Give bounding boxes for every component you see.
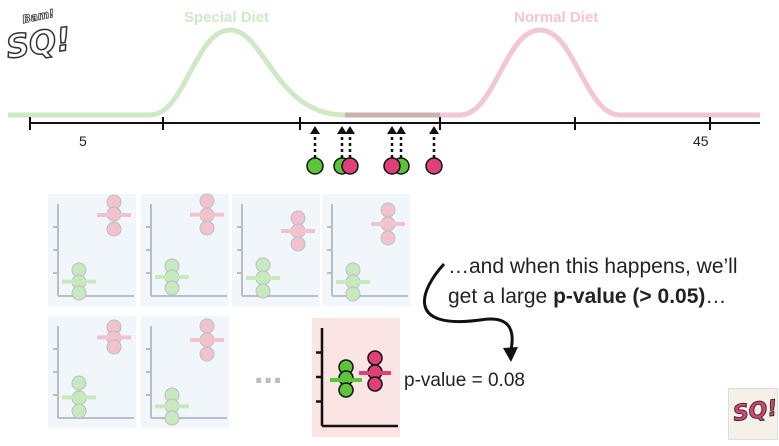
axis-tick-label: 45 [693, 133, 709, 149]
mini-point-pink [199, 193, 215, 209]
mini-plot [141, 316, 229, 428]
highlighted-point-pink [367, 350, 383, 366]
mini-point-pink [380, 202, 396, 218]
mini-point-green [255, 283, 271, 299]
mini-point-green [71, 375, 87, 391]
caption-pointer-arrow [422, 262, 514, 351]
mini-point-pink [290, 236, 306, 252]
ellipsis: ... [254, 353, 282, 391]
mini-point-pink [199, 318, 215, 334]
mini-point-green [164, 410, 180, 426]
special-diet-curve [8, 27, 346, 118]
mini-plot [48, 194, 136, 306]
sample-point-pink [425, 157, 443, 175]
mini-plot-background [141, 194, 229, 306]
mini-point-pink [199, 346, 215, 362]
caption-line-1: …and when this happens, we’ll [448, 255, 738, 278]
mini-point-pink [380, 230, 396, 246]
highlighted-plot [312, 318, 400, 437]
mini-point-pink [106, 221, 122, 237]
caption-emphasis: p-value (> 0.05) [553, 285, 706, 308]
mini-plot-background [48, 194, 136, 306]
sample-point-pink [341, 157, 359, 175]
mini-plot [232, 194, 320, 306]
p-value-label: p-value = 0.08 [404, 370, 525, 391]
sample-arrows [313, 132, 436, 158]
normal-diet-label: Normal Diet [514, 9, 599, 26]
logo-text: SQ! [3, 19, 74, 67]
mini-point-green [255, 257, 271, 273]
mini-point-green [71, 403, 87, 419]
highlighted-point-pink [367, 376, 383, 392]
mini-point-pink [199, 220, 215, 236]
mini-point-green [71, 285, 87, 301]
sample-arrowheads [310, 126, 439, 134]
highlighted-point-green [338, 382, 354, 398]
sample-points [306, 157, 443, 175]
mini-plot-background [48, 316, 136, 428]
mini-point-green [164, 280, 180, 296]
mini-point-pink [106, 339, 122, 355]
mini-plot-background [322, 194, 410, 306]
mini-plot-background [232, 194, 320, 306]
logo-text: SQ! [731, 396, 779, 428]
sample-point-green [306, 157, 324, 175]
highlighted-plot-background [312, 318, 400, 437]
axis-tick-label: 5 [79, 133, 87, 149]
mini-plot [48, 316, 136, 428]
mini-plot-background [141, 316, 229, 428]
special-diet-label: Special Diet [184, 9, 270, 26]
normal-diet-curve [345, 27, 760, 118]
mini-plots-grid [48, 193, 410, 428]
statquest-logo: Bam! SQ! [2, 6, 74, 67]
mini-point-pink [290, 210, 306, 226]
sample-point-pink [383, 157, 401, 175]
caption-line-2: get a large p-value (> 0.05)… [448, 285, 727, 308]
mini-plot [322, 194, 410, 306]
caption-text: …and when this happens, we’ll get a larg… [448, 252, 778, 312]
mini-plot [141, 193, 229, 306]
mini-point-green [345, 286, 361, 302]
x-axis-ticks [29, 117, 711, 130]
caption-pointer-arrowhead [503, 347, 518, 362]
statquest-logo-small: SQ! [728, 388, 779, 440]
